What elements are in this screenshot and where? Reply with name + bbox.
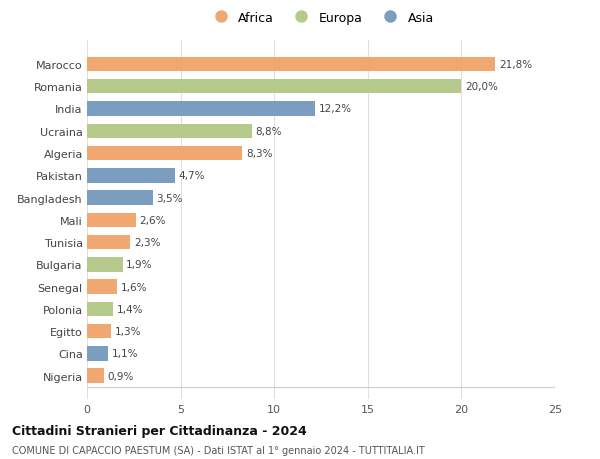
Bar: [87, 347, 107, 361]
Bar: [87, 57, 495, 72]
Bar: [87, 146, 242, 161]
Text: 3,5%: 3,5%: [156, 193, 183, 203]
Bar: [87, 80, 461, 94]
Bar: [87, 213, 136, 228]
Text: 1,3%: 1,3%: [115, 326, 142, 336]
Bar: [87, 280, 117, 294]
Text: 2,3%: 2,3%: [134, 238, 160, 247]
Bar: [87, 168, 175, 183]
Bar: [87, 324, 112, 339]
Text: 21,8%: 21,8%: [499, 60, 532, 70]
Text: 1,6%: 1,6%: [121, 282, 147, 292]
Text: 1,1%: 1,1%: [112, 349, 138, 358]
Legend: Africa, Europa, Asia: Africa, Europa, Asia: [208, 12, 434, 25]
Text: 1,4%: 1,4%: [117, 304, 143, 314]
Text: 2,6%: 2,6%: [139, 215, 166, 225]
Bar: [87, 102, 316, 117]
Text: 20,0%: 20,0%: [465, 82, 498, 92]
Text: COMUNE DI CAPACCIO PAESTUM (SA) - Dati ISTAT al 1° gennaio 2024 - TUTTITALIA.IT: COMUNE DI CAPACCIO PAESTUM (SA) - Dati I…: [12, 445, 425, 455]
Bar: [87, 235, 130, 250]
Text: 0,9%: 0,9%: [107, 371, 134, 381]
Bar: [87, 191, 152, 205]
Bar: [87, 257, 122, 272]
Text: 4,7%: 4,7%: [179, 171, 205, 181]
Text: Cittadini Stranieri per Cittadinanza - 2024: Cittadini Stranieri per Cittadinanza - 2…: [12, 425, 307, 437]
Text: 12,2%: 12,2%: [319, 104, 352, 114]
Text: 1,9%: 1,9%: [127, 260, 153, 270]
Text: 8,8%: 8,8%: [256, 127, 282, 136]
Text: 8,3%: 8,3%: [246, 149, 272, 159]
Bar: [87, 302, 113, 316]
Bar: [87, 369, 104, 383]
Bar: [87, 124, 252, 139]
